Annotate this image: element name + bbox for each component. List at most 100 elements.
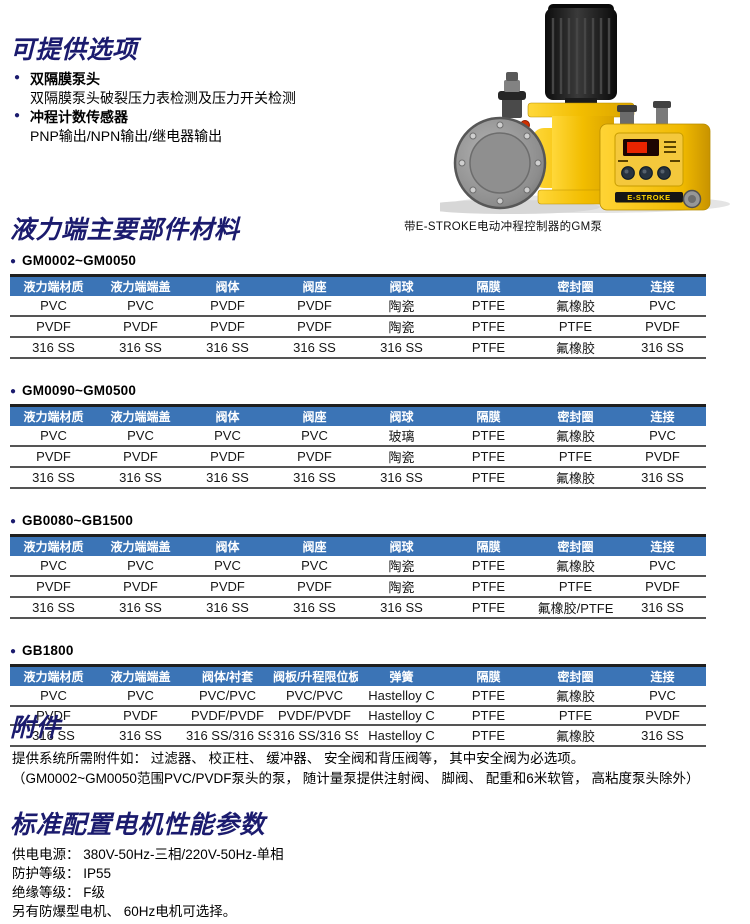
- table-cell: 316 SS: [10, 467, 97, 489]
- materials-table: 液力端材质 液力端端盖 阀体 阀座 阀球 隔膜 密封圈 连接 PVC PVC PVC PVC 玻璃 PT…: [10, 404, 706, 489]
- accessories-section-title: 附件: [10, 714, 62, 742]
- table-cell: 氟橡胶: [532, 426, 619, 447]
- table-header-row: 液力端材质 液力端端盖 阀体 阀座 阀球 隔膜 密封圈 连接: [10, 405, 706, 426]
- pump-photo: E-STROKE: [420, 2, 740, 214]
- column-header: 阀座: [271, 405, 358, 426]
- column-header: 液力端材质: [10, 665, 97, 686]
- table-cell: 氟橡胶: [532, 296, 619, 317]
- materials-table-block: ● GB0080~GB1500 液力端材质 液力端端盖 阀体 阀座 阀球 隔膜 密封圈 连接 P…: [10, 513, 706, 619]
- option-item: ● 冲程计数传感器 PNP输出/NPN输出/继电器输出: [12, 108, 432, 146]
- table-body: PVC PVC PVC PVC 玻璃 PTFE 氟橡胶 PVC PVDF PVDF PVDF PVDF…: [10, 426, 706, 489]
- table-cell: PVC: [271, 556, 358, 577]
- table-cell: PVC/PVC: [271, 686, 358, 707]
- table-cell: PVDF: [271, 446, 358, 468]
- table-cell: PTFE: [445, 597, 532, 619]
- table-cell: 316 SS: [271, 467, 358, 489]
- table-header: 液力端材质 液力端端盖 阀体 阀座 阀球 隔膜 密封圈 连接: [10, 275, 706, 296]
- model-range-label: GM0090~GM0500: [22, 383, 137, 398]
- table-cell: 氟橡胶: [532, 337, 619, 359]
- table-cell: 陶瓷: [358, 446, 445, 468]
- table-cell: PVDF: [10, 316, 97, 338]
- motor-line-protection: 防护等级： IP55: [12, 866, 112, 881]
- table-cell: 氟橡胶: [532, 467, 619, 489]
- column-header: 密封圈: [532, 665, 619, 686]
- table-cell: 氟橡胶/PTFE: [532, 597, 619, 619]
- table-header-row: 液力端材质 液力端端盖 阀体 阀座 阀球 隔膜 密封圈 连接: [10, 275, 706, 296]
- materials-table: 液力端材质 液力端端盖 阀体/衬套 阀板/升程限位板 弹簧 隔膜 密封圈 连接 PVC PVC P…: [10, 664, 706, 747]
- column-header: 阀体/衬套: [184, 665, 271, 686]
- column-header: 密封圈: [532, 275, 619, 296]
- table-cell: PVC: [271, 426, 358, 447]
- table-cell: PVC/PVC: [184, 686, 271, 707]
- column-header: 阀体: [184, 405, 271, 426]
- table-cell: 陶瓷: [358, 556, 445, 577]
- table-cell: Hastelloy C: [358, 725, 445, 747]
- model-range: ● GB1800: [10, 643, 706, 659]
- table-cell: PVDF: [619, 706, 706, 726]
- table-cell: PVC: [10, 426, 97, 447]
- column-header: 液力端端盖: [97, 275, 184, 296]
- model-range-label: GB1800: [22, 643, 74, 658]
- table-cell: 氟橡胶: [532, 556, 619, 577]
- table-cell: PVDF: [10, 446, 97, 468]
- table-cell: PTFE: [532, 316, 619, 338]
- table-cell: 316 SS: [619, 467, 706, 489]
- column-header: 连接: [619, 535, 706, 556]
- table-row: PVDF PVDF PVDF PVDF 陶瓷 PTFE PTFE PVDF: [10, 576, 706, 598]
- table-cell: PTFE: [532, 446, 619, 468]
- option-detail: 双隔膜泵头破裂压力表检测及压力开关检测: [30, 90, 296, 106]
- materials-table-block: ● GM0002~GM0050 液力端材质 液力端端盖 阀体 阀座 阀球 隔膜 密封圈 连接 P…: [10, 253, 706, 359]
- model-range: ● GM0090~GM0500: [10, 383, 706, 399]
- bullet-icon: ●: [14, 72, 21, 83]
- column-header: 液力端材质: [10, 405, 97, 426]
- motor-line-options: 另有防爆型电机、 60Hz电机可选择。: [12, 904, 237, 919]
- accessories-line-1: 提供系统所需附件如： 过滤器、 校正柱、 缓冲器、 安全阀和背压阀等， 其中安全…: [12, 751, 585, 766]
- table-cell: 陶瓷: [358, 316, 445, 338]
- table-cell: PVDF: [271, 316, 358, 338]
- table-cell: PVDF: [184, 576, 271, 598]
- table-cell: 316 SS: [184, 337, 271, 359]
- column-header: 液力端材质: [10, 275, 97, 296]
- column-header: 液力端材质: [10, 535, 97, 556]
- table-cell: PTFE: [445, 725, 532, 747]
- materials-table: 液力端材质 液力端端盖 阀体 阀座 阀球 隔膜 密封圈 连接 PVC PVC PVC PVC 陶瓷 PT…: [10, 534, 706, 619]
- table-cell: PVDF/PVDF: [271, 706, 358, 726]
- table-cell: PVC: [97, 686, 184, 707]
- table-cell: 316 SS: [10, 337, 97, 359]
- table-cell: PTFE: [532, 706, 619, 726]
- table-body: PVC PVC PVDF PVDF 陶瓷 PTFE 氟橡胶 PVC PVDF PVDF PVDF PV…: [10, 296, 706, 359]
- motor-line-insulation: 绝缘等级： F级: [12, 885, 105, 900]
- table-cell: PVC: [184, 426, 271, 447]
- table-cell: PVC: [10, 296, 97, 317]
- column-header: 连接: [619, 665, 706, 686]
- table-cell: PTFE: [445, 706, 532, 726]
- table-cell: PVC: [97, 556, 184, 577]
- motor-section-title: 标准配置电机性能参数: [10, 811, 266, 839]
- table-row: 316 SS 316 SS 316 SS 316 SS 316 SS PTFE 氟橡胶/PT…: [10, 597, 706, 619]
- table-row: PVDF PVDF PVDF/PVDF PVDF/PVDF Hastelloy C PTF…: [10, 706, 706, 726]
- table-cell: 316 SS: [97, 467, 184, 489]
- table-row: PVC PVC PVC PVC 玻璃 PTFE 氟橡胶 PVC: [10, 426, 706, 447]
- table-cell: PTFE: [445, 576, 532, 598]
- table-cell: 316 SS: [97, 337, 184, 359]
- table-header: 液力端材质 液力端端盖 阀体 阀座 阀球 隔膜 密封圈 连接: [10, 405, 706, 426]
- accessories-line-2: （GM0002~GM0050范围PVC/PVDF泵头的泵， 随计量泵提供注射阀、…: [12, 771, 700, 786]
- column-header: 阀球: [358, 535, 445, 556]
- table-cell: PVDF: [184, 296, 271, 317]
- table-cell: 316 SS: [10, 725, 97, 747]
- table-cell: 316 SS: [358, 337, 445, 359]
- table-cell: 316 SS: [97, 725, 184, 747]
- table-row: PVDF PVDF PVDF PVDF 陶瓷 PTFE PTFE PVDF: [10, 446, 706, 468]
- pump-caption: 带E-STROKE电动冲程控制器的GM泵: [404, 221, 603, 233]
- table-cell: PTFE: [445, 296, 532, 317]
- table-header-row: 液力端材质 液力端端盖 阀体/衬套 阀板/升程限位板 弹簧 隔膜 密封圈 连接: [10, 665, 706, 686]
- table-body: PVC PVC PVC PVC 陶瓷 PTFE 氟橡胶 PVC PVDF PVDF PVDF PVDF…: [10, 556, 706, 619]
- table-cell: PVDF: [271, 296, 358, 317]
- model-range: ● GB0080~GB1500: [10, 513, 706, 529]
- materials-table-block: ● GB1800 液力端材质 液力端端盖 阀体/衬套 阀板/升程限位板 弹簧 隔膜 密封圈 连接…: [10, 643, 706, 747]
- table-cell: Hastelloy C: [358, 706, 445, 726]
- column-header: 阀球: [358, 405, 445, 426]
- model-range: ● GM0002~GM0050: [10, 253, 706, 269]
- table-cell: 316 SS: [619, 597, 706, 619]
- column-header: 阀座: [271, 535, 358, 556]
